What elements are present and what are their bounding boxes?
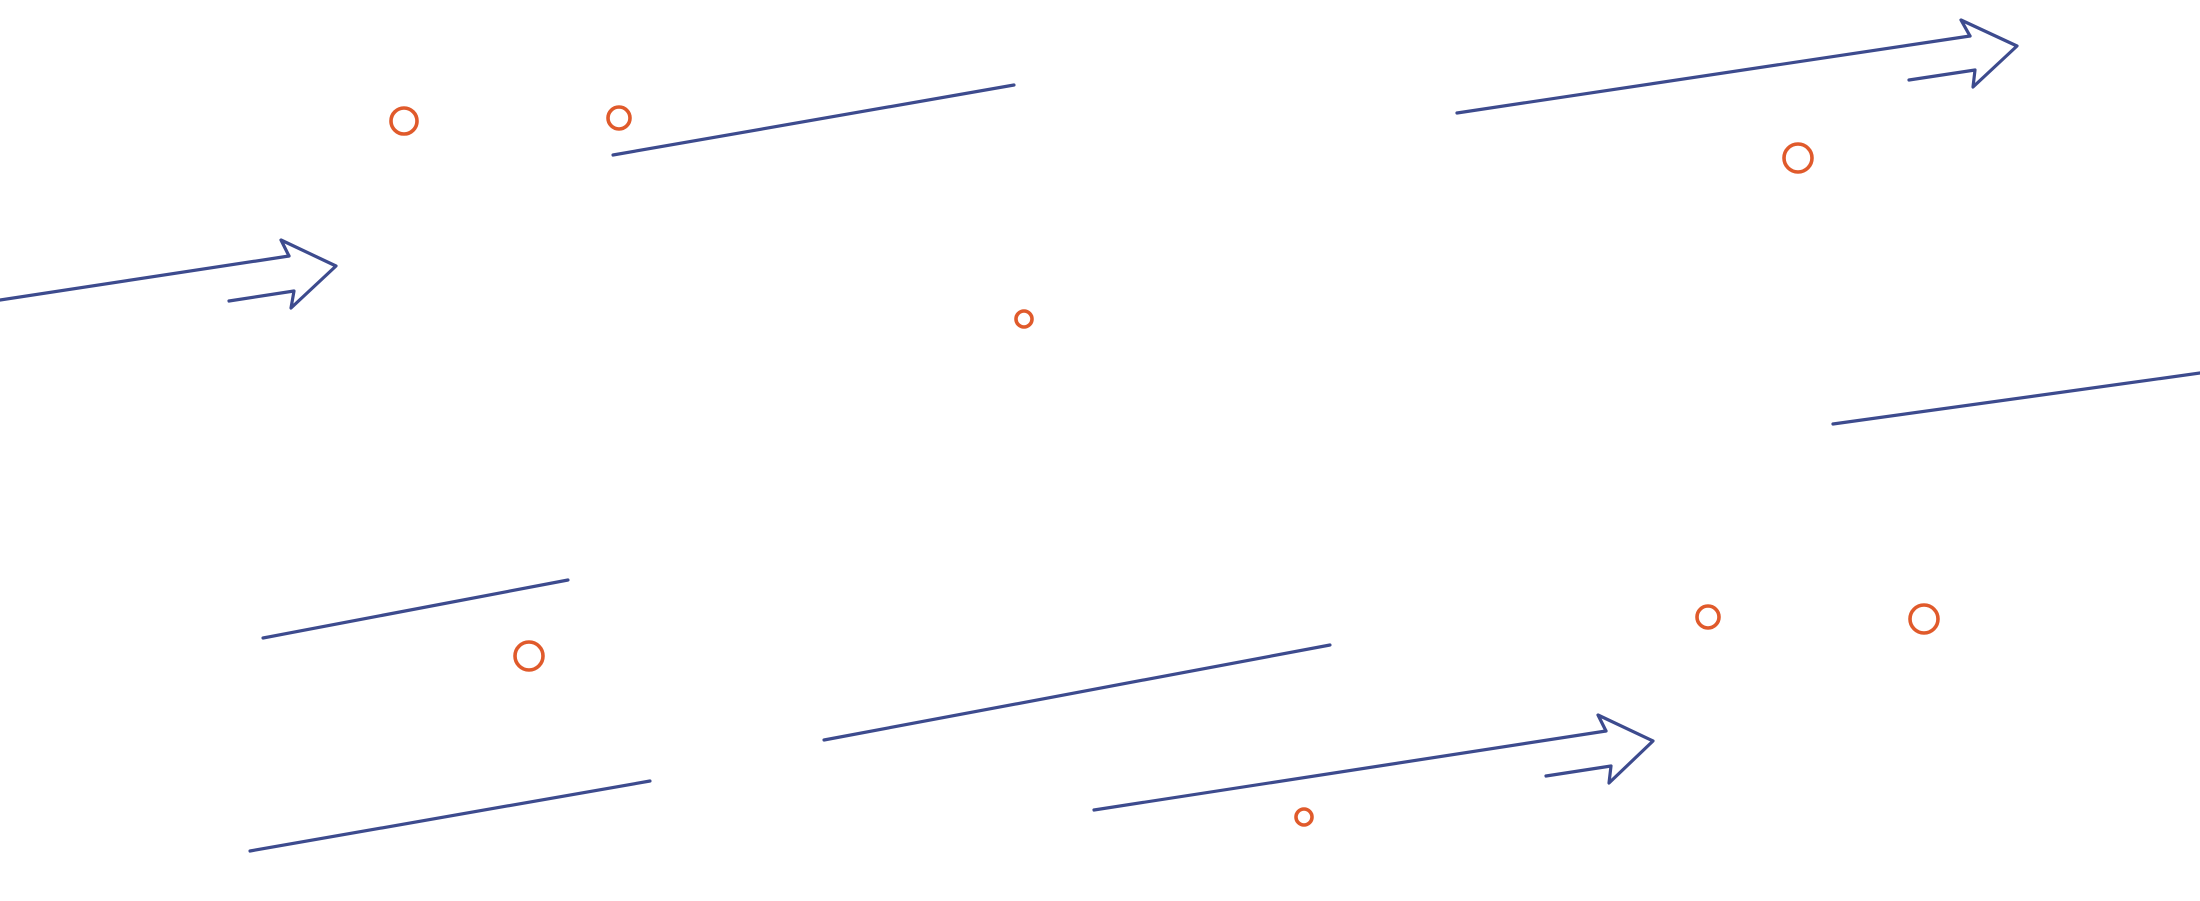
arrow-shaft (0, 254, 291, 302)
slanted-line (261, 578, 570, 640)
arrow-head (1544, 713, 1655, 785)
orange-circle-icon (1294, 807, 1314, 827)
arrow-right-icon (1092, 713, 1655, 812)
orange-circle-icon (1908, 603, 1940, 635)
slanted-line (822, 643, 1332, 742)
arrow-shaft (1092, 729, 1608, 812)
orange-circle-icon (1014, 309, 1034, 329)
slanted-line (611, 83, 1016, 157)
orange-circle-icon (389, 106, 419, 136)
arrow-right-icon (0, 238, 338, 310)
arrow-head (227, 238, 338, 310)
orange-circle-icon (513, 640, 545, 672)
orange-circle-icon (1782, 142, 1814, 174)
slanted-line (248, 779, 652, 853)
arrow-right-icon (1455, 18, 2019, 115)
slanted-line (1831, 371, 2200, 426)
arrow-shaft (1455, 34, 1972, 115)
arrow-head (1907, 18, 2019, 89)
orange-circle-icon (1695, 604, 1721, 630)
orange-circle-icon (606, 105, 632, 131)
